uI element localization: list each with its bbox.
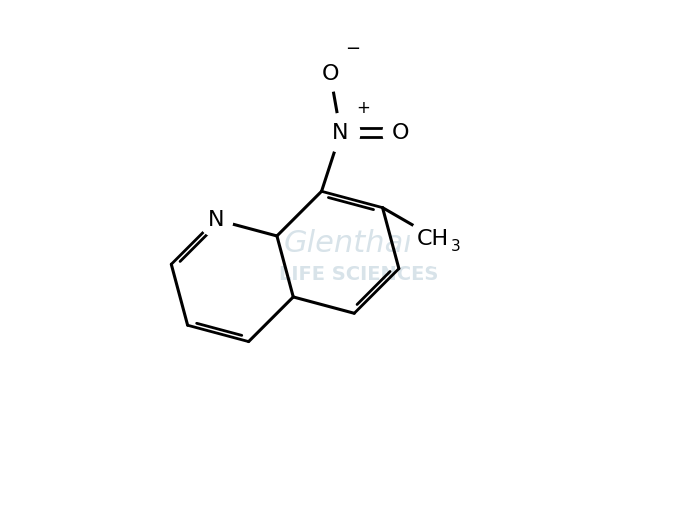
Circle shape (410, 212, 464, 266)
Text: CH: CH (416, 229, 449, 249)
Text: N: N (207, 210, 224, 230)
Text: −: − (346, 40, 361, 58)
Circle shape (199, 203, 233, 237)
Circle shape (322, 113, 360, 152)
Circle shape (313, 56, 348, 92)
Text: O: O (322, 63, 339, 84)
Text: Glentham: Glentham (283, 229, 434, 258)
Text: N: N (333, 123, 349, 142)
Circle shape (383, 115, 418, 150)
Text: 3: 3 (451, 239, 461, 254)
Text: O: O (392, 123, 409, 142)
Text: +: + (356, 99, 370, 118)
Text: LIFE SCIENCES: LIFE SCIENCES (278, 265, 438, 283)
